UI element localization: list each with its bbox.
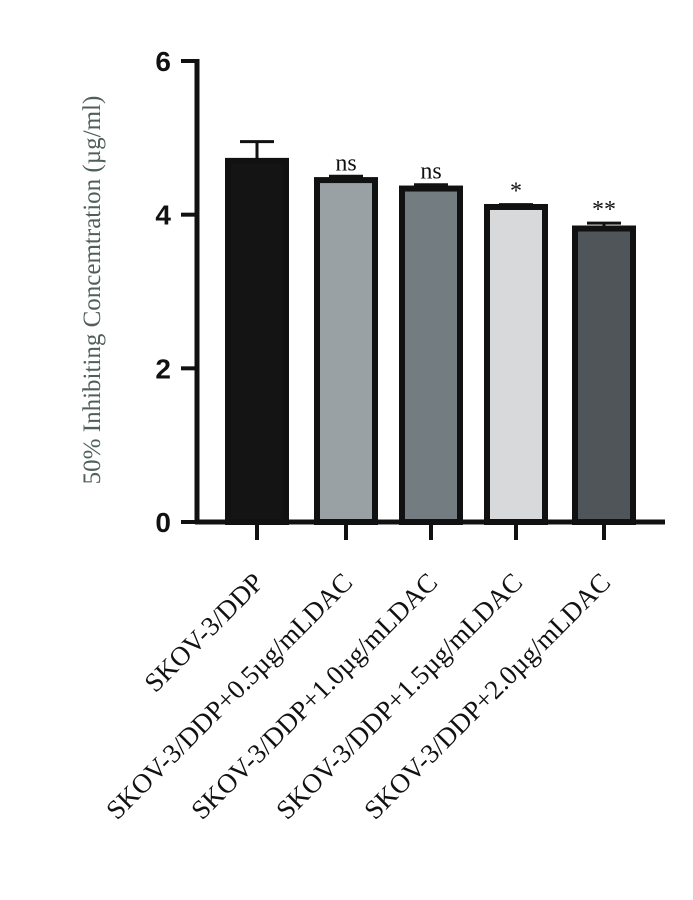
bar xyxy=(572,225,636,525)
significance-labels-group: ns ns*** xyxy=(335,150,616,223)
significance-label: ** xyxy=(592,197,616,223)
error-bars-group xyxy=(240,140,621,229)
bar xyxy=(314,177,378,525)
axes-group: 0 2 4 6 xyxy=(155,46,665,540)
bar xyxy=(484,203,548,525)
y-tick-label: 6 xyxy=(155,46,171,77)
bar xyxy=(225,157,289,525)
category-labels-group: SKOV-3/DDPSKOV-3/DDP+0.5µg/mLDACSKOV-3/D… xyxy=(100,567,616,825)
bar xyxy=(399,185,463,525)
y-tick-label: 4 xyxy=(155,200,171,231)
y-tick-label: 0 xyxy=(155,507,171,538)
bars-group xyxy=(225,157,636,525)
y-axis-title: 50% Inhibiting Concemtration (µg/ml) xyxy=(79,96,106,485)
significance-label: ns xyxy=(335,150,356,176)
significance-label: ns xyxy=(420,159,441,185)
significance-label: * xyxy=(510,179,522,205)
y-tick-label: 2 xyxy=(155,353,171,384)
